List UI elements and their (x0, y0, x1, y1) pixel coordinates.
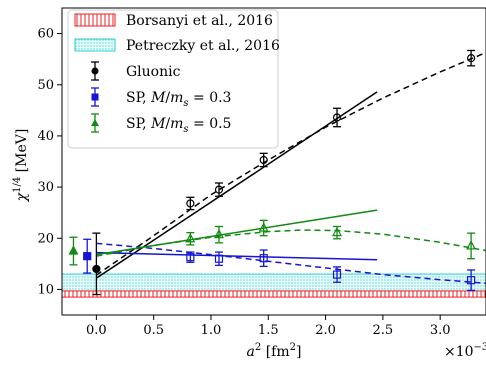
point-sp-m-m-s-0-3-1 (214, 254, 224, 263)
error-bar-sp-m-m-s-0-3-2 (259, 249, 268, 268)
x-tick-label: 1.0 (201, 323, 222, 338)
x-tick-label: 3.0 (430, 323, 451, 338)
reference-bands (62, 273, 486, 298)
y-tick-label: 20 (37, 231, 54, 246)
y-axis-label: χ1/4 [MeV] (12, 129, 30, 203)
data-points (68, 49, 477, 296)
y-tick-label: 60 (37, 27, 54, 42)
x-tick-label: 2.0 (315, 323, 336, 338)
x-tick-label: 0.0 (86, 323, 107, 338)
error-bar-gluonic-0 (186, 196, 195, 211)
error-bar-sp-m-m-s-0-3-1 (214, 251, 223, 267)
point-sp-m-m-s-0-5-4 (466, 240, 477, 250)
point-sp-m-m-s-0-3-3 (332, 270, 342, 279)
legend-swatch-borsanyi (74, 13, 116, 27)
error-bar-sp-m-m-s-0-5-4 (467, 232, 476, 260)
point-sp-m-m-s-0-5-3 (332, 226, 343, 237)
point-gluonic-1 (214, 185, 224, 194)
y-tick-label: 40 (37, 129, 54, 144)
legend-marker-sp-03 (91, 87, 99, 107)
legend-box (67, 9, 279, 149)
legend-marker-sp-05 (91, 113, 99, 133)
x-axis-offset-label: ×10−3 (444, 342, 486, 360)
y-tick-label: 30 (37, 180, 54, 195)
legend-swatch-petreczky (74, 38, 116, 52)
x-tick-label: 2.5 (373, 323, 394, 338)
legend: Borsanyi et al., 2016 Petreczky et al., … (67, 9, 280, 149)
point-sp-m-m-s-0-3-2 (259, 254, 268, 263)
point-sp-m-m-s-0-3-0 (186, 253, 195, 262)
error-bar-gluonic-1 (214, 182, 223, 197)
error-bar-gluonic-2 (259, 152, 268, 168)
linear-fit-sp-m-m-s-0-5 (96, 209, 378, 256)
plot-frame (61, 7, 486, 316)
quadratic-fit-gluonic (95, 51, 486, 276)
legend-marker-gluonic (91, 61, 99, 81)
legend-label-petreczky: Petreczky et al., 2016 (126, 38, 280, 54)
legend-label-gluonic: Gluonic (126, 64, 181, 80)
legend-label-sp-05: SP, M/ms = 0.5 (126, 116, 231, 135)
legend-label-sp-03: SP, M/ms = 0.3 (126, 90, 231, 109)
continuum-point-gluonic (92, 264, 101, 274)
point-gluonic-3 (332, 113, 342, 122)
x-axis-label: a2 [fm2] (247, 342, 302, 360)
point-gluonic-0 (186, 199, 195, 208)
error-bar-gluonic-3 (333, 107, 342, 128)
continuum-point-sp-m-m-s-0-3 (83, 252, 92, 261)
error-bar-sp-m-m-s-0-3-3 (333, 266, 342, 283)
error-bar-sp-m-m-s-0-3-4 (467, 269, 476, 292)
y-axis-ticks: 10 20 30 40 50 60 (37, 27, 62, 297)
quadratic-fit-sp-m-m-s-0-3 (96, 242, 486, 285)
linear-fit-sp-m-m-s-0-3 (96, 251, 378, 261)
point-sp-m-m-s-0-5-1 (213, 228, 224, 239)
band-borsanyi-et-al-2016 (62, 290, 486, 298)
x-tick-label: 0.5 (143, 323, 164, 338)
continuum-error-bar-gluonic (92, 232, 101, 296)
y-tick-label: 50 (37, 78, 54, 93)
x-tick-label: 1.5 (258, 323, 279, 338)
y-tick-label: 10 (37, 282, 54, 297)
fit-lines (95, 51, 486, 285)
point-sp-m-m-s-0-3-4 (467, 276, 476, 285)
x-axis-ticks: 0.0 0.5 1.0 1.5 2.0 2.5 3.0 (86, 315, 451, 338)
point-sp-m-m-s-0-5-0 (185, 232, 196, 243)
error-bar-gluonic-4 (467, 49, 476, 67)
point-gluonic-2 (259, 155, 268, 165)
legend-label-borsanyi: Borsanyi et al., 2016 (126, 13, 273, 29)
point-sp-m-m-s-0-5-2 (258, 222, 269, 232)
point-gluonic-4 (467, 54, 476, 63)
continuum-point-sp-m-m-s-0-5 (68, 245, 79, 255)
